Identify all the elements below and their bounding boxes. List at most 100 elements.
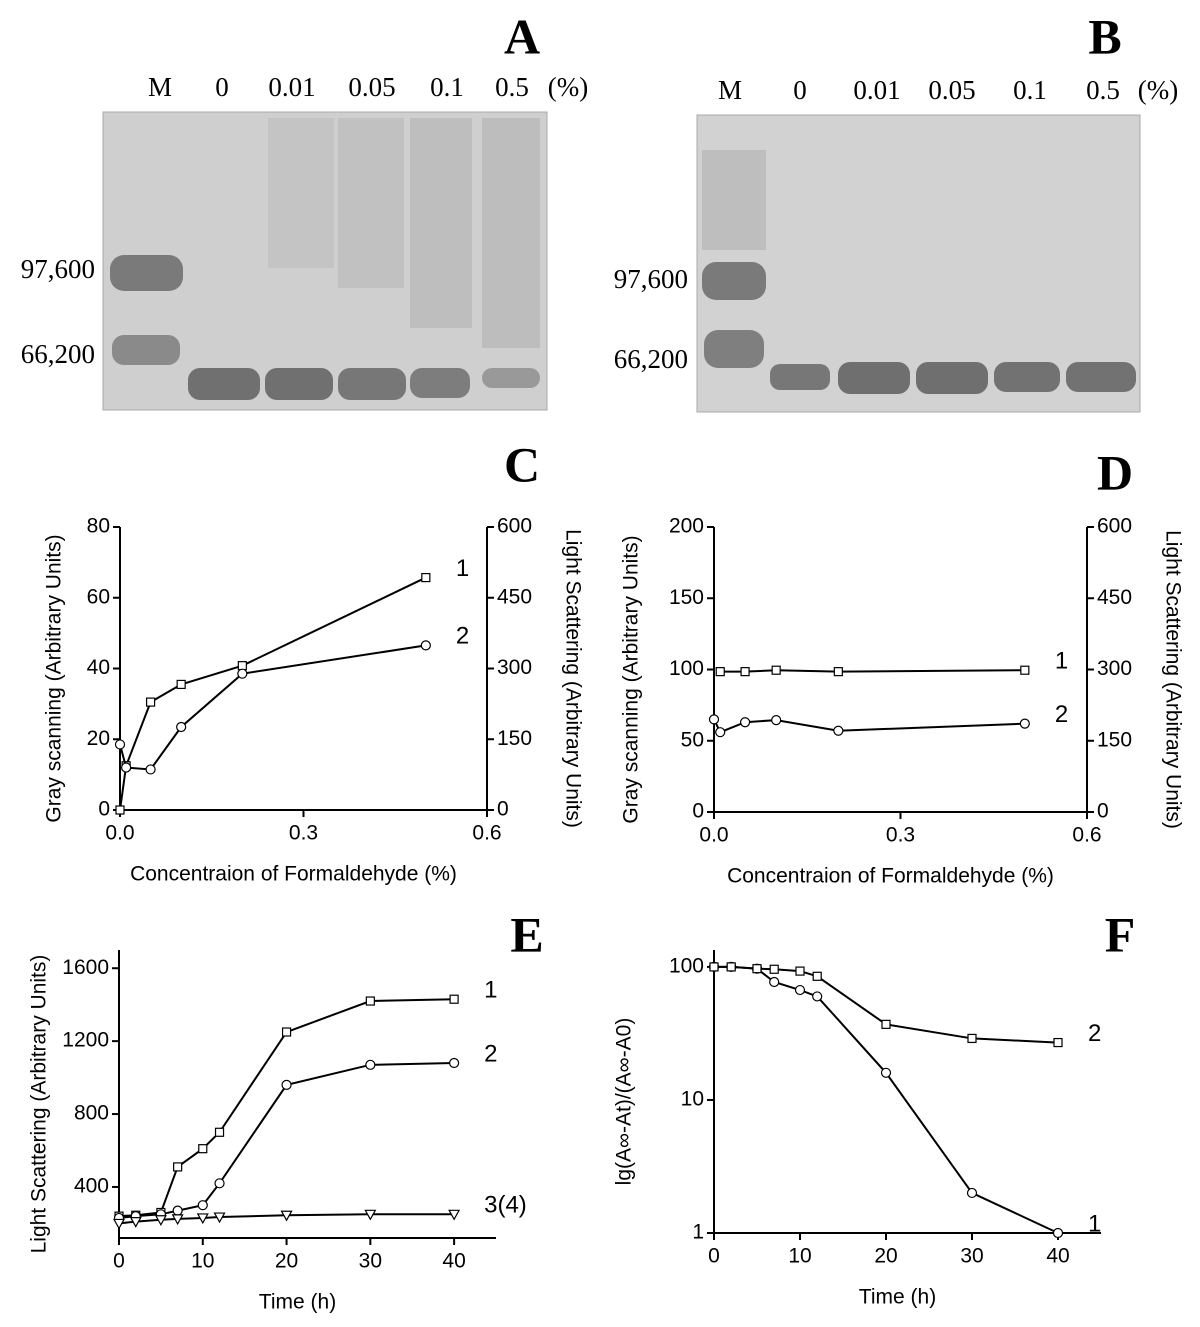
series-line	[720, 669, 1025, 673]
point	[967, 1033, 977, 1044]
x-tick-label: 0	[708, 1245, 720, 1268]
point	[812, 991, 823, 1002]
y-axis-label: Gray scanning (Arbitrary Units)	[620, 535, 643, 823]
point	[121, 762, 132, 773]
point	[145, 697, 156, 707]
point	[114, 739, 126, 750]
series-label: 1	[484, 977, 497, 1004]
point	[173, 1162, 183, 1172]
x-axis-label: Concentraion of Formaldehyde (%)	[130, 863, 457, 886]
point	[237, 661, 247, 671]
point	[1020, 665, 1030, 675]
point	[1019, 718, 1030, 729]
x-axis-label: Time (h)	[259, 1291, 336, 1314]
point	[421, 572, 431, 583]
y2-tick-label: 450	[497, 585, 532, 608]
y-tick-label: 50	[681, 728, 704, 751]
x-axis-label: Time (h)	[859, 1286, 936, 1309]
marker-label: 66,200	[21, 339, 95, 369]
panel-letter: E	[510, 906, 543, 962]
y-tick-label: 10	[681, 1088, 704, 1111]
marker-label: 66,200	[614, 344, 688, 374]
y2-tick-label: 150	[1097, 728, 1132, 751]
point	[739, 717, 751, 728]
marker-label: 97,600	[21, 254, 95, 284]
point	[881, 1019, 891, 1029]
panel-letter: B	[1088, 8, 1121, 64]
panel-letter: C	[504, 436, 540, 492]
series-line	[119, 576, 427, 811]
point	[833, 667, 843, 677]
lane-label: (%)	[548, 72, 588, 102]
series-line	[713, 718, 1025, 734]
point	[752, 964, 762, 974]
y-tick-label: 100	[669, 657, 704, 680]
y2-axis-label: Light Scattering (Arbitrary Units)	[561, 529, 584, 828]
point	[214, 1178, 225, 1189]
lane-label: 0.1	[1013, 75, 1047, 105]
point	[833, 725, 844, 736]
x-tick-label: 30	[359, 1250, 382, 1273]
point	[708, 714, 720, 725]
x-tick-label: 0.0	[699, 824, 728, 847]
point	[771, 714, 782, 726]
point	[771, 665, 781, 675]
point	[112, 1218, 126, 1230]
point	[794, 984, 806, 996]
point	[740, 667, 750, 677]
y2-tick-label: 300	[1097, 657, 1132, 680]
x-tick-label: 0	[113, 1250, 125, 1273]
point	[281, 1027, 292, 1037]
x-tick-label: 20	[275, 1250, 298, 1273]
series-label: 1	[1055, 648, 1068, 675]
y2-axis-label: Light Scattering (Arbitrary Units)	[1161, 530, 1184, 829]
y2-tick-label: 450	[1097, 586, 1132, 609]
panel-letter: A	[504, 8, 540, 64]
point	[145, 764, 156, 775]
lane-label: (%)	[1138, 75, 1178, 105]
lane-label: 0.05	[928, 75, 975, 105]
lane-label: 0.01	[853, 75, 900, 105]
y-tick-label: 0	[98, 798, 110, 821]
lane-label: 0.5	[1086, 75, 1120, 105]
point	[1052, 1227, 1064, 1239]
series-line	[714, 965, 1059, 1234]
x-tick-label: 0.6	[472, 822, 501, 845]
point	[281, 1079, 292, 1090]
y-tick-label: 0	[692, 800, 704, 823]
x-tick-label: 10	[191, 1250, 214, 1273]
x-tick-label: 0.3	[289, 822, 318, 845]
point	[795, 966, 805, 976]
y-tick-label: 1	[692, 1221, 704, 1244]
series-line	[714, 965, 1059, 1044]
point	[769, 976, 780, 988]
y-tick-label: 1600	[62, 956, 109, 979]
marker-label: 97,600	[614, 264, 688, 294]
gel-b-image	[696, 114, 1141, 413]
y-tick-label: 20	[87, 727, 110, 750]
point	[715, 727, 726, 738]
point	[709, 962, 719, 972]
panel-letter: F	[1105, 906, 1136, 962]
y2-tick-label: 600	[497, 515, 532, 538]
point	[449, 1057, 460, 1069]
series-label: 3(4)	[484, 1192, 527, 1219]
point	[197, 1200, 208, 1211]
y2-tick-label: 300	[497, 656, 532, 679]
y-tick-label: 60	[87, 585, 110, 608]
x-tick-label: 0.6	[1072, 824, 1101, 847]
y-tick-label: 800	[74, 1102, 109, 1125]
lane-label: M	[718, 75, 742, 105]
lane-label: 0.5	[495, 72, 529, 102]
lane-label: 0.1	[430, 72, 464, 102]
y-axis-label: lg(A∞-At)/(A∞-A0)	[613, 1018, 636, 1186]
x-tick-label: 40	[442, 1250, 465, 1273]
point	[448, 1209, 461, 1221]
lane-label: M	[148, 72, 172, 102]
series-label: 2	[1088, 1020, 1101, 1047]
y-tick-label: 150	[669, 586, 704, 609]
x-tick-label: 40	[1046, 1245, 1069, 1268]
point	[172, 1205, 183, 1216]
point	[198, 1144, 208, 1154]
